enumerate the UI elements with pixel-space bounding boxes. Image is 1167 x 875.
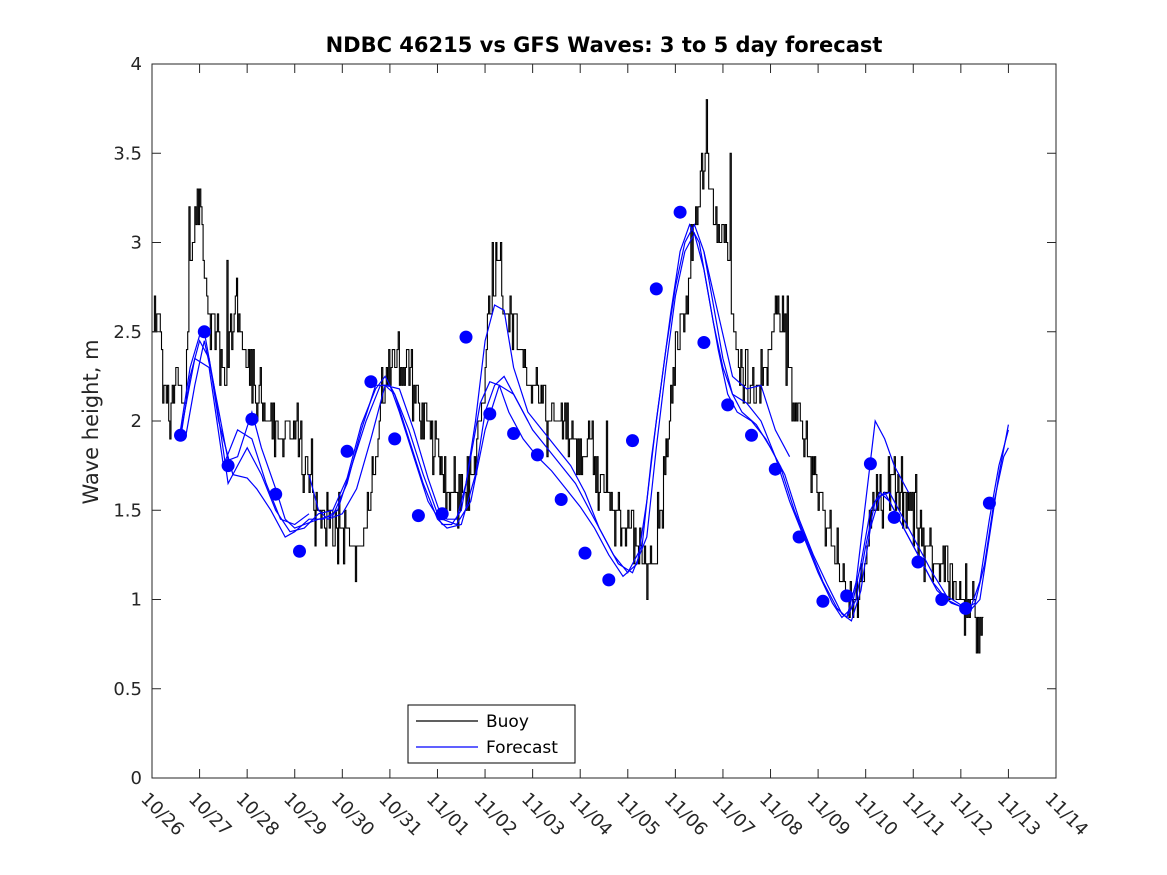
forecast-point: [435, 507, 449, 521]
plot-area: [152, 99, 1009, 654]
buoy-series: [152, 99, 984, 654]
forecast-point: [269, 487, 283, 501]
forecast-point: [340, 444, 354, 458]
y-tick-label: 0.5: [113, 679, 142, 700]
forecast-point: [530, 448, 544, 462]
legend-buoy-label: Buoy: [486, 712, 529, 732]
forecast-point: [887, 510, 901, 524]
forecast-point: [721, 398, 735, 412]
y-tick-label: 0: [131, 768, 142, 789]
y-tick-label: 2.5: [113, 322, 142, 343]
forecast-line-3: [179, 223, 1009, 622]
forecast-point: [626, 434, 639, 448]
forecast-line-6: [703, 251, 791, 457]
forecast-point: [197, 325, 211, 339]
forecast-point: [649, 282, 663, 296]
forecast-line-4: [179, 357, 310, 526]
y-tick-label: 4: [131, 54, 142, 75]
forecast-point: [792, 530, 806, 544]
forecast-point: [959, 601, 973, 615]
forecast-point: [245, 412, 259, 426]
y-axis-label: Wave height, m: [79, 339, 103, 504]
forecast-point: [840, 589, 854, 603]
forecast-point: [483, 407, 497, 421]
forecast-point: [982, 496, 996, 510]
forecast-point: [673, 205, 687, 219]
forecast-point: [745, 428, 758, 442]
buoy-line: [152, 99, 984, 654]
forecast-dots: [174, 205, 996, 615]
forecast-point: [554, 493, 568, 506]
legend-forecast-label: Forecast: [486, 738, 558, 758]
forecast-point: [578, 546, 592, 560]
forecast-series: [179, 223, 1009, 622]
forecast-point: [174, 428, 187, 442]
y-tick-label: 3.5: [113, 143, 142, 164]
y-tick-label: 1.5: [113, 500, 142, 521]
forecast-point: [388, 432, 402, 446]
chart-title: NDBC 46215 vs GFS Waves: 3 to 5 day fore…: [326, 33, 883, 57]
forecast-point: [697, 336, 711, 349]
forecast-point: [459, 330, 473, 344]
forecast-point: [507, 427, 521, 440]
forecast-point: [602, 573, 616, 587]
forecast-point: [935, 593, 949, 606]
forecast-point: [364, 375, 378, 389]
forecast-point: [221, 459, 235, 473]
y-tick-label: 1: [131, 590, 142, 611]
forecast-point: [768, 462, 782, 476]
forecast-point: [863, 457, 877, 471]
y-tick-label: 3: [131, 233, 142, 254]
forecast-point: [816, 594, 830, 608]
y-tick-label: 2: [131, 411, 142, 432]
forecast-point: [911, 555, 925, 569]
legend-box: [407, 704, 576, 764]
forecast-point: [293, 544, 306, 558]
legend: Buoy Forecast: [407, 704, 576, 764]
forecast-line-2: [184, 231, 1009, 619]
forecast-point: [411, 509, 425, 523]
